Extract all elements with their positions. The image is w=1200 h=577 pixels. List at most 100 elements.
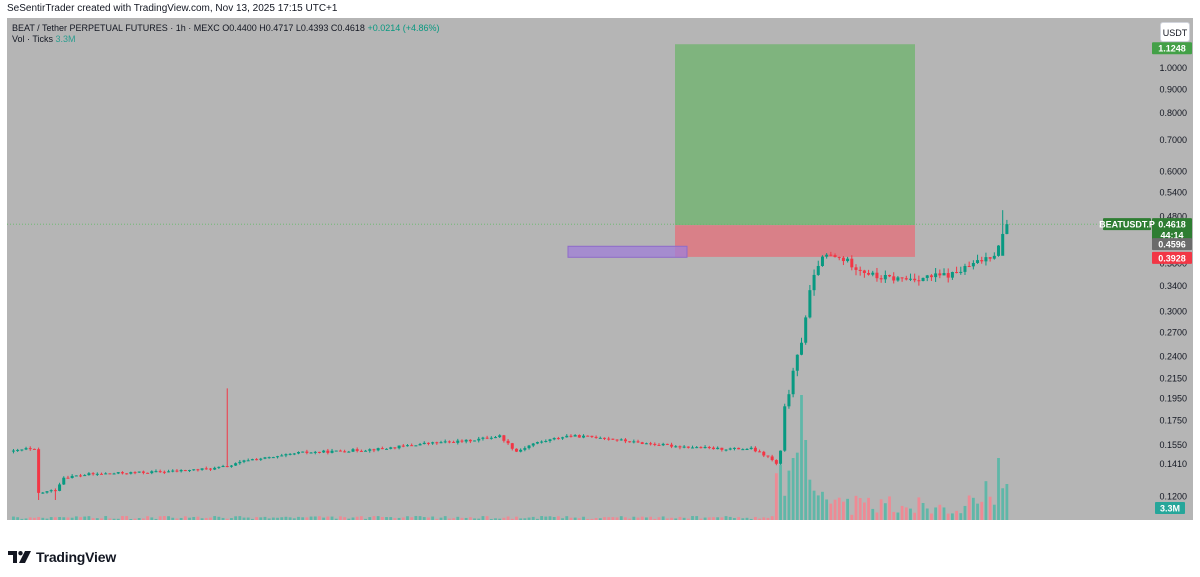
candle-body — [820, 256, 824, 266]
stop-zone — [675, 225, 915, 257]
volume-bar — [997, 458, 1000, 520]
volume-bar — [309, 516, 313, 520]
candle-body — [494, 437, 498, 439]
volume-bar — [577, 518, 581, 520]
candle-body — [66, 477, 70, 479]
candle-body — [997, 245, 1001, 256]
volume-bar — [162, 516, 166, 520]
volume-bar — [976, 503, 979, 520]
volume-bar — [288, 517, 292, 520]
volume-bar — [477, 518, 481, 520]
candle-body — [753, 447, 757, 452]
candle-body — [774, 460, 778, 464]
volume-bar — [129, 518, 133, 520]
candle-body — [229, 465, 233, 467]
volume-bar — [540, 516, 544, 520]
candle-body — [87, 473, 91, 476]
volume-bar — [544, 516, 548, 520]
entry-price-label-bg — [1152, 238, 1192, 251]
candle-body — [896, 277, 900, 281]
candle-body — [531, 443, 535, 446]
y-tick-label: 0.3000 — [1159, 306, 1187, 316]
volume-bar — [871, 508, 875, 520]
candle-body — [758, 451, 762, 453]
candle-body — [414, 445, 418, 447]
volume-bar — [213, 516, 217, 520]
volume-bar — [858, 498, 862, 520]
volume-bar — [150, 517, 154, 520]
volume-bar — [74, 516, 78, 520]
candle-body — [657, 444, 661, 446]
candle-body — [297, 452, 300, 454]
volume-bar — [728, 516, 732, 520]
volume-bar — [427, 517, 430, 520]
volume-bar — [112, 518, 116, 520]
volume-bar — [934, 507, 938, 520]
target-price-label: 1.1248 — [1158, 44, 1186, 54]
volume-bar — [749, 518, 753, 520]
volume-bar — [951, 513, 954, 520]
volume-bar — [699, 518, 703, 520]
volume-bar — [795, 452, 799, 520]
y-tick-label: 0.2150 — [1159, 374, 1187, 384]
volume-bar — [221, 517, 225, 520]
candle-body — [37, 449, 41, 493]
candle-body — [464, 439, 468, 442]
tradingview-logo[interactable]: TradingView — [8, 549, 116, 565]
volume-bar — [724, 516, 728, 520]
volume-bar — [531, 516, 535, 520]
volume-bar — [883, 503, 887, 520]
volume-bar — [607, 517, 611, 520]
candle-body — [519, 449, 523, 452]
candle-body — [133, 472, 137, 474]
volume-bar — [816, 495, 820, 520]
y-tick-label: 0.1200 — [1159, 492, 1187, 502]
candle-body — [301, 451, 305, 453]
symbol-title: BEAT / Tether PERPETUAL FUTURES · 1h · M… — [12, 23, 220, 33]
candle-body — [41, 492, 45, 494]
volume-bar — [313, 516, 317, 520]
candle-body — [158, 471, 162, 473]
candle-body — [607, 438, 611, 440]
chart-area[interactable]: 0.1200 0.1410 0.1550 0.1750 0.1950 0.2150 0.24… — [7, 18, 1193, 520]
candle-body — [984, 257, 988, 262]
volume-bar — [20, 518, 24, 520]
volume-bar — [397, 517, 401, 520]
candle-body — [967, 265, 971, 267]
volume-bar — [401, 517, 405, 520]
volume-bar — [582, 516, 585, 520]
candle-body — [225, 466, 229, 468]
candle-body — [422, 442, 426, 445]
volume-bar — [879, 499, 883, 520]
volume-bar — [888, 496, 891, 520]
candle-body — [548, 439, 552, 442]
volume-bar — [854, 495, 858, 520]
candle-body — [711, 447, 715, 450]
candle-body — [846, 258, 850, 262]
candle-body — [351, 449, 355, 452]
currency-button[interactable]: USDT — [1160, 22, 1190, 42]
candle-body — [447, 441, 451, 443]
tradingview-brand-text: TradingView — [36, 549, 117, 565]
candle-body — [234, 463, 238, 466]
volume-bar — [611, 517, 615, 520]
candle-body — [883, 274, 887, 280]
y-tick-label: 0.5400 — [1159, 188, 1187, 198]
candle-body — [695, 447, 699, 449]
candle-body — [514, 448, 518, 452]
top-bar: SeSentirTrader created with TradingView.… — [0, 0, 1200, 18]
candle-body — [636, 441, 640, 443]
volume-bar — [259, 517, 263, 520]
volume-bar — [598, 518, 602, 520]
volume-bar — [506, 516, 510, 520]
candle-body — [724, 449, 728, 451]
volume-bar — [246, 517, 250, 520]
chart-canvas[interactable]: 0.1200 0.1410 0.1550 0.1750 0.1950 0.2150 0.24… — [7, 18, 1193, 520]
candle-body — [942, 273, 946, 276]
candle-body — [766, 455, 770, 457]
volume-bar — [456, 516, 460, 520]
volume-bar — [925, 508, 929, 520]
volume-bar — [49, 517, 53, 520]
candle-body — [565, 435, 569, 438]
candle-body — [221, 466, 225, 468]
